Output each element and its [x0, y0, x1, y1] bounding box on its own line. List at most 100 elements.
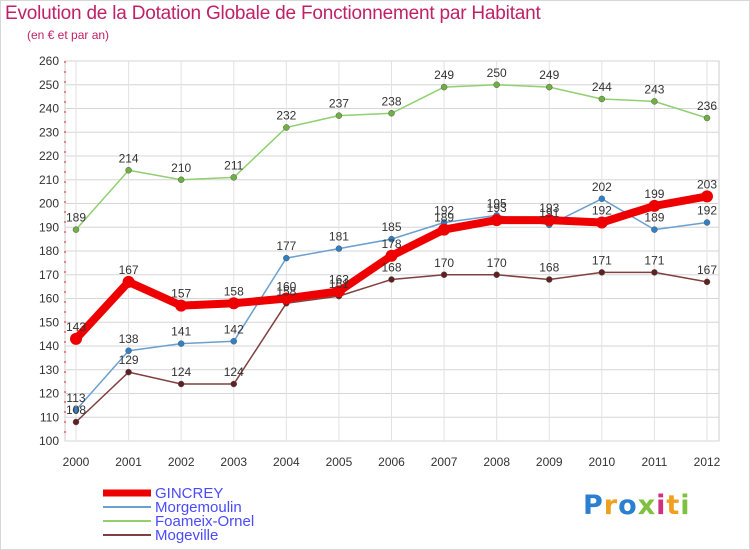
data-point-foameix-ornel	[440, 83, 448, 91]
data-point-foameix-ornel	[651, 98, 658, 105]
data-label-mogeville: 168	[539, 261, 559, 275]
data-label-morgemoulin: 177	[276, 239, 296, 253]
logo-letter: x	[637, 490, 657, 521]
legend-label-foameix-ornel: Foameix-Ornel	[155, 513, 254, 530]
data-point-morgemoulin	[283, 254, 290, 262]
data-label-foameix-ornel: 236	[697, 99, 717, 113]
x-tick-label: 2011	[642, 455, 668, 469]
data-point-mogeville	[125, 368, 132, 376]
data-point-morgemoulin	[598, 195, 606, 202]
data-point-gincrey	[543, 214, 556, 227]
data-point-foameix-ornel	[335, 112, 343, 119]
data-label-mogeville: 167	[697, 263, 717, 277]
data-point-gincrey	[648, 199, 661, 212]
data-point-foameix-ornel	[703, 114, 711, 122]
legend-label-gincrey: GINCREY	[155, 485, 223, 502]
data-label-gincrey: 189	[434, 211, 454, 225]
data-point-gincrey	[385, 249, 398, 262]
legend-label-morgemoulin: Morgemoulin	[155, 499, 242, 516]
y-tick-label: 150	[39, 315, 59, 329]
data-label-morgemoulin: 142	[224, 322, 244, 336]
data-point-gincrey	[227, 297, 240, 310]
data-label-gincrey: 193	[487, 201, 507, 215]
data-point-morgemoulin	[703, 219, 711, 226]
x-tick-label: 2000	[63, 455, 90, 469]
data-label-gincrey: 163	[329, 272, 349, 286]
data-label-gincrey: 178	[381, 237, 401, 251]
data-label-foameix-ornel: 244	[592, 80, 612, 94]
logo-letter: P	[583, 490, 604, 521]
data-label-mogeville: 124	[224, 365, 244, 379]
data-label-mogeville: 108	[66, 403, 86, 417]
data-point-morgemoulin	[335, 245, 343, 252]
x-tick-label: 2003	[220, 455, 247, 469]
data-point-foameix-ornel	[177, 176, 185, 183]
data-label-mogeville: 158	[276, 284, 296, 298]
data-point-mogeville	[388, 276, 395, 283]
y-tick-label: 200	[39, 197, 59, 211]
data-label-mogeville: 124	[171, 365, 191, 379]
data-point-gincrey	[332, 285, 345, 298]
data-label-foameix-ornel: 238	[381, 94, 401, 108]
data-point-gincrey	[701, 190, 713, 203]
data-label-foameix-ornel: 210	[171, 161, 191, 175]
data-label-gincrey: 203	[697, 177, 717, 191]
data-label-gincrey: 193	[539, 201, 559, 215]
data-label-gincrey: 157	[171, 287, 191, 301]
data-label-morgemoulin: 113	[66, 391, 85, 405]
legend-label-mogeville: Mogeville	[155, 527, 218, 544]
logo-letter: i	[680, 490, 691, 521]
data-label-morgemoulin: 192	[697, 204, 717, 218]
data-point-foameix-ornel	[598, 95, 606, 103]
data-point-morgemoulin	[125, 347, 132, 354]
data-point-foameix-ornel	[546, 83, 553, 91]
data-point-mogeville	[177, 380, 185, 388]
data-label-foameix-ornel: 237	[329, 97, 349, 111]
data-label-foameix-ornel: 214	[119, 151, 139, 165]
data-label-foameix-ornel: 249	[539, 68, 559, 82]
y-tick-label: 180	[39, 244, 59, 258]
data-point-foameix-ornel	[230, 174, 237, 181]
logo-letter: r	[603, 490, 619, 521]
data-point-gincrey	[490, 214, 503, 227]
data-label-foameix-ornel: 211	[224, 158, 243, 172]
data-label-foameix-ornel: 189	[66, 211, 86, 225]
data-label-morgemoulin: 185	[381, 220, 401, 234]
x-tick-label: 2004	[273, 455, 300, 469]
data-point-gincrey	[438, 223, 451, 236]
data-label-mogeville: 170	[434, 256, 454, 270]
data-point-gincrey	[595, 216, 608, 229]
data-label-foameix-ornel: 250	[487, 66, 507, 80]
data-label-morgemoulin: 189	[644, 211, 664, 225]
data-label-foameix-ornel: 243	[644, 82, 664, 96]
data-point-morgemoulin	[651, 226, 658, 233]
data-point-foameix-ornel	[72, 226, 80, 233]
data-label-mogeville: 129	[119, 353, 139, 367]
logo-letter: o	[618, 490, 638, 521]
y-tick-label: 190	[39, 220, 59, 234]
x-tick-label: 2007	[431, 455, 458, 469]
y-tick-label: 250	[39, 78, 59, 92]
data-point-mogeville	[493, 271, 500, 278]
data-point-mogeville	[440, 271, 448, 278]
data-point-mogeville	[230, 380, 237, 388]
data-point-morgemoulin	[177, 340, 185, 347]
data-label-gincrey: 192	[592, 204, 612, 218]
data-point-foameix-ornel	[125, 167, 132, 174]
data-label-gincrey: 160	[276, 280, 296, 294]
chart-title: Evolution de la Dotation Globale de Fonc…	[5, 3, 541, 24]
data-point-gincrey	[70, 332, 82, 345]
data-label-mogeville: 170	[487, 256, 507, 270]
data-point-gincrey	[175, 299, 188, 312]
data-label-morgemoulin: 191	[539, 206, 559, 220]
data-label-gincrey: 158	[224, 284, 244, 298]
data-point-mogeville	[72, 418, 80, 426]
x-tick-label: 2001	[115, 455, 142, 469]
logo-letter: t	[666, 490, 681, 521]
y-tick-label: 220	[39, 149, 59, 163]
data-point-morgemoulin	[72, 406, 80, 414]
data-point-morgemoulin	[230, 338, 237, 345]
chart-subtitle: (en € et par an)	[27, 28, 110, 42]
data-label-gincrey: 167	[119, 263, 139, 277]
